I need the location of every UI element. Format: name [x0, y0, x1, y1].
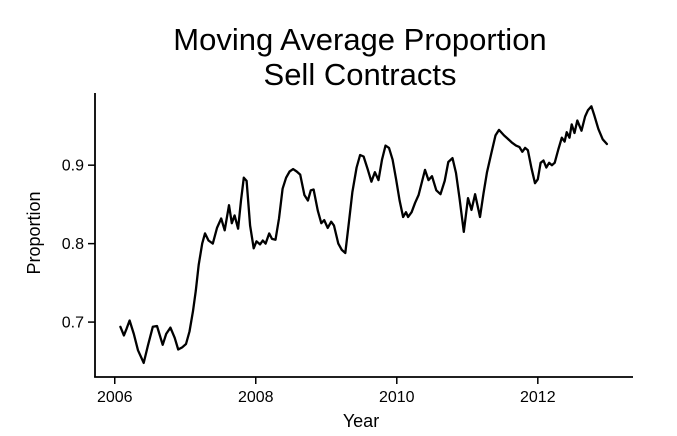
x-axis-ticks: 2006 2008 2010 2012 — [97, 377, 556, 406]
y-tick-label: 0.8 — [62, 236, 84, 253]
chart-title-line1: Moving Average Proportion — [173, 22, 546, 57]
x-tick-label: 2008 — [238, 389, 274, 406]
chart-title-line2: Sell Contracts — [264, 57, 457, 92]
y-axis-ticks: 0.7 0.8 0.9 — [62, 158, 95, 332]
y-tick-label: 0.7 — [62, 315, 84, 332]
y-axis-label: Proportion — [24, 191, 44, 274]
x-axis-label: Year — [343, 411, 379, 431]
x-tick-label: 2010 — [379, 389, 415, 406]
y-tick-label: 0.9 — [62, 158, 84, 175]
x-tick-label: 2006 — [97, 389, 133, 406]
moving-average-line — [119, 105, 609, 365]
x-tick-label: 2012 — [520, 389, 556, 406]
data-series — [119, 105, 609, 365]
